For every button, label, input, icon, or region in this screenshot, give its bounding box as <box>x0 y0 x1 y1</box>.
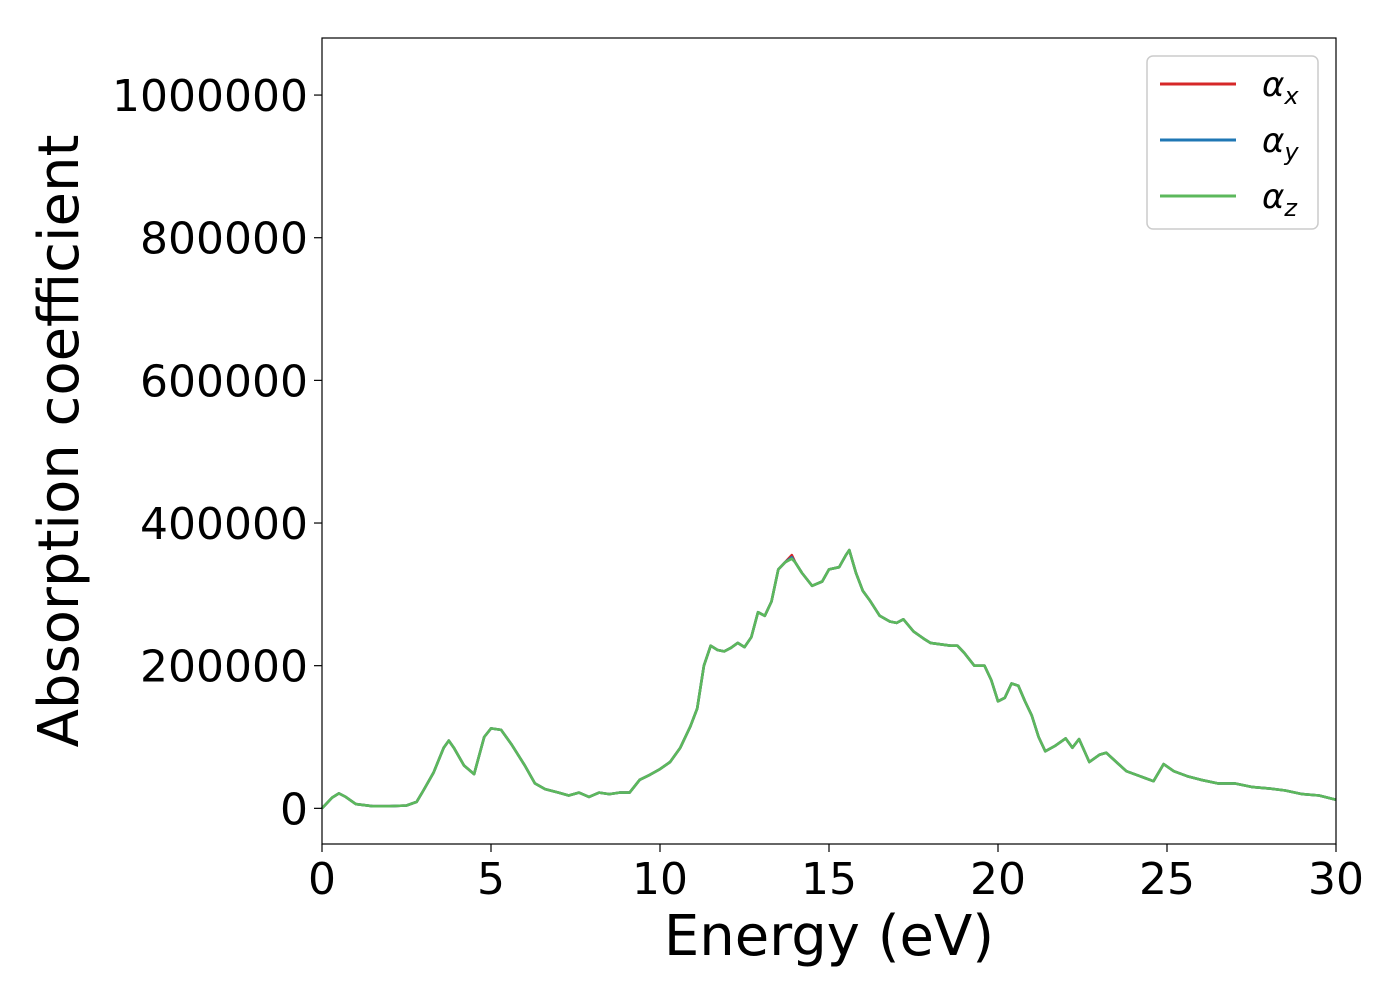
legend-box <box>1146 55 1319 230</box>
x-tick-label: 15 <box>801 854 857 905</box>
series-line-z <box>321 548 1337 810</box>
y-tick-label: 200000 <box>140 642 308 693</box>
x-tick-label: 30 <box>1308 854 1364 905</box>
legend-label-x: αx <box>1262 65 1299 110</box>
legend-label-main: α <box>1262 121 1284 161</box>
y-tick-label: 1000000 <box>112 71 308 122</box>
series-layer <box>321 548 1337 810</box>
legend-label-z: αz <box>1262 177 1298 222</box>
legend-label-y: αy <box>1262 121 1299 166</box>
legend-label-sub: z <box>1283 194 1298 222</box>
legend-label-main: α <box>1262 177 1284 217</box>
y-tick-label: 800000 <box>140 214 308 265</box>
x-tick-label: 5 <box>477 854 505 905</box>
y-axis-label: Absorption coefficient <box>27 135 92 748</box>
y-tick-label: 400000 <box>140 499 308 550</box>
legend-label-sub: y <box>1283 138 1299 166</box>
y-tick-label: 0 <box>280 784 308 835</box>
x-tick-label: 0 <box>308 854 336 905</box>
x-axis-label: Energy (eV) <box>664 904 994 969</box>
y-axis: 0 200000 400000 600000 800000 1000000 <box>112 71 322 835</box>
x-tick-label: 10 <box>632 854 688 905</box>
legend-label-sub: x <box>1283 82 1299 110</box>
y-tick-label: 600000 <box>140 356 308 407</box>
x-tick-label: 25 <box>1139 854 1195 905</box>
x-tick-label: 20 <box>970 854 1026 905</box>
x-axis: 0 5 10 15 20 25 30 <box>308 844 1364 905</box>
legend-label-main: α <box>1262 65 1284 105</box>
